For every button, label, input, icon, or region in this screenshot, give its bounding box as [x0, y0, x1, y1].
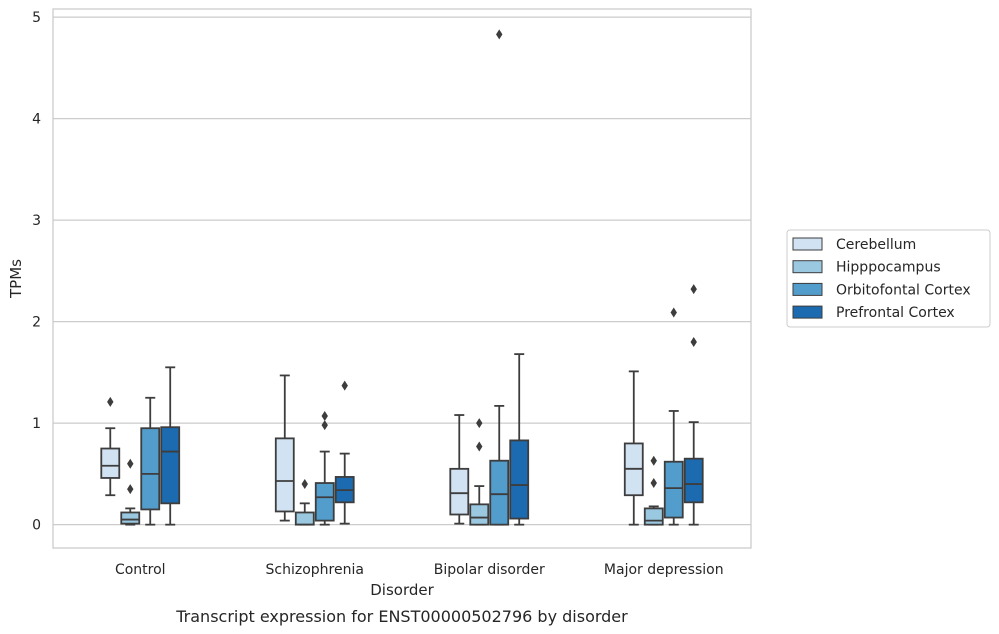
box-cerebellum: [623, 370, 644, 526]
outlier-point: [476, 441, 483, 452]
box-body: [683, 457, 704, 504]
box-prefrontal-cortex: [683, 284, 704, 526]
x-axis-title: Disorder: [370, 581, 434, 599]
box-prefrontal-cortex: [509, 353, 530, 526]
box-series: [100, 29, 704, 526]
x-tick-label: Major depression: [604, 562, 724, 578]
legend-frame: [786, 229, 991, 328]
box-body: [140, 427, 161, 511]
y-tick-label: 2: [32, 315, 41, 331]
outlier-point: [650, 455, 657, 466]
y-tick-label: 1: [32, 416, 41, 432]
box-orbitofontal-cortex: [314, 411, 335, 526]
box-body: [663, 460, 684, 519]
box-prefrontal-cortex: [160, 366, 181, 526]
outlier-point: [650, 478, 657, 489]
outlier-point: [670, 307, 677, 318]
y-tick-label: 3: [32, 213, 41, 229]
outlier-point: [321, 411, 328, 422]
box-cerebellum: [100, 396, 121, 497]
outlier-point: [690, 336, 697, 347]
legend-swatch: [792, 305, 823, 319]
outlier-point: [107, 396, 114, 407]
box-body: [160, 426, 181, 505]
x-tick-label: Control: [115, 562, 166, 578]
box-orbitofontal-cortex: [140, 396, 161, 526]
box-orbitofontal-cortex: [663, 307, 684, 526]
outlier-point: [127, 484, 134, 495]
legend-label: Hipppocampus: [836, 260, 941, 276]
y-tick-label: 4: [32, 112, 41, 128]
chart-title: Transcript expression for ENST0000050279…: [175, 607, 628, 626]
box-hipppocampus: [120, 458, 141, 526]
box-body: [489, 459, 510, 526]
box-hipppocampus: [294, 479, 315, 526]
outlier-point: [301, 479, 308, 490]
box-body: [274, 437, 295, 513]
box-body: [449, 467, 470, 516]
outlier-point: [127, 458, 134, 469]
y-tick-label: 5: [32, 10, 41, 26]
x-tick-label: Bipolar disorder: [434, 562, 545, 578]
box-body: [643, 507, 664, 526]
outlier-point: [476, 418, 483, 429]
y-tick-label: 0: [32, 518, 41, 534]
box-body: [294, 511, 315, 526]
outlier-point: [496, 29, 503, 40]
outlier-point: [690, 284, 697, 295]
box-cerebellum: [274, 374, 295, 522]
outlier-point: [321, 420, 328, 431]
x-tick-labels: Control Schizophrenia Bipolar disorder Majo…: [115, 562, 724, 578]
plot-frame: [52, 8, 752, 549]
box-hipppocampus: [643, 455, 664, 526]
legend-label: Orbitofontal Cortex: [836, 282, 971, 298]
legend-swatch: [792, 237, 823, 251]
y-axis-title: TPMs: [7, 259, 25, 299]
box-body: [509, 439, 530, 520]
legend-swatch: [792, 260, 823, 274]
box-body: [469, 503, 490, 526]
box-body: [120, 511, 141, 525]
x-tick-label: Schizophrenia: [266, 562, 364, 578]
box-hipppocampus: [469, 418, 490, 526]
box-body: [314, 482, 335, 522]
legend: Cerebellum Hipppocampus Orbitofontal Corte…: [786, 229, 991, 328]
box-body: [100, 447, 121, 479]
box-cerebellum: [449, 414, 470, 525]
legend-label: Cerebellum: [836, 237, 916, 253]
legend-label: Prefrontal Cortex: [836, 305, 955, 321]
outlier-point: [341, 380, 348, 391]
y-tick-labels: 0 1 2 3 4 5: [32, 10, 41, 534]
box-prefrontal-cortex: [334, 380, 355, 525]
box-orbitofontal-cortex: [489, 29, 510, 526]
legend-swatch: [792, 282, 823, 296]
